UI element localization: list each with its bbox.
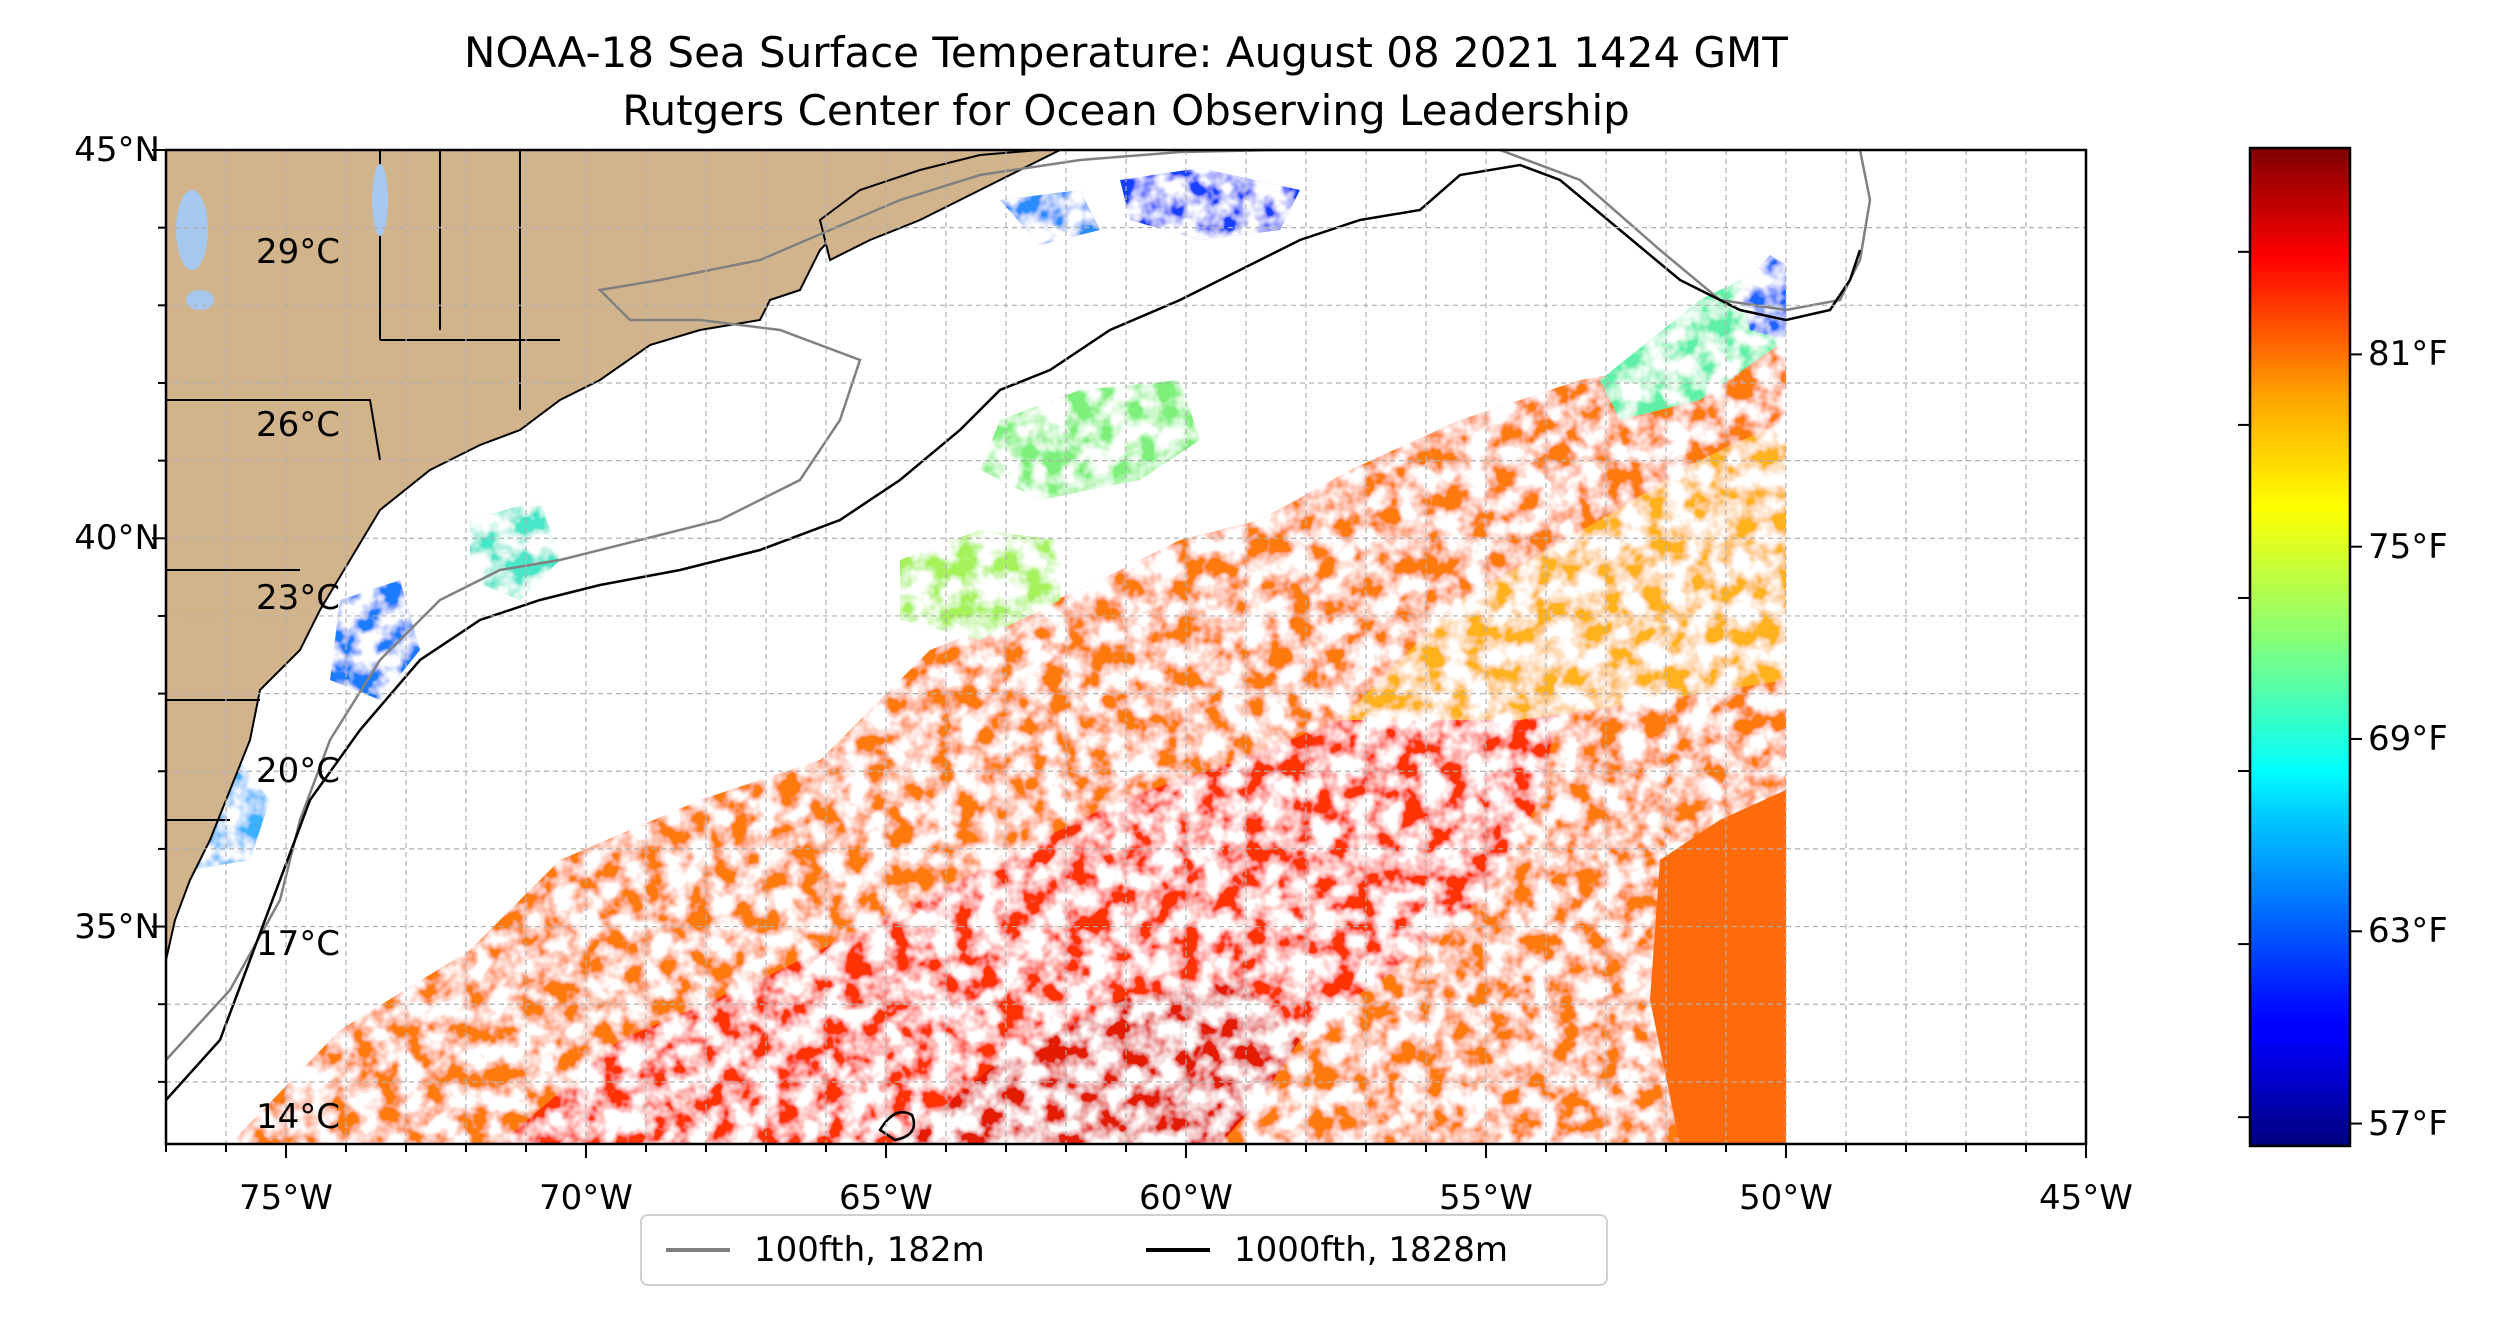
- gridlines: [165, 149, 2087, 1144]
- sst-swath: [170, 168, 1860, 1144]
- colorbar-label-fahrenheit: 69°F: [2368, 718, 2448, 759]
- sst-scotian-blue: [1000, 190, 1100, 245]
- sst-coastal-blue: [330, 580, 420, 700]
- lon-label: 55°W: [1439, 1178, 1533, 1218]
- sst-slope-green: [1600, 260, 1786, 420]
- legend-label-100fth: 100fth, 182m: [754, 1230, 985, 1270]
- lon-label: 45°W: [2039, 1178, 2133, 1218]
- colorbar: [2248, 146, 2352, 1148]
- colorbar-label-fahrenheit: 57°F: [2368, 1103, 2448, 1144]
- colorbar-label-celsius: 20°C: [255, 751, 340, 792]
- seamount-contour: [878, 1110, 916, 1142]
- land-nova-scotia: [818, 150, 1061, 262]
- title-line-2: Rutgers Center for Ocean Observing Leade…: [622, 86, 1630, 135]
- lon-label: 50°W: [1739, 1178, 1833, 1218]
- colorbar-label-fahrenheit: 75°F: [2368, 526, 2448, 567]
- sst-core-dark: [900, 980, 1300, 1144]
- lon-label: 65°W: [839, 1178, 933, 1218]
- lon-label: 75°W: [239, 1178, 333, 1218]
- sst-shelf-green: [980, 380, 1200, 500]
- legend-item-1000fth: 1000fth, 1828m: [1146, 1230, 1508, 1270]
- sst-shelf-green-2: [900, 530, 1060, 640]
- swath-edge: [1786, 150, 2086, 1144]
- lat-label: 40°N: [74, 518, 160, 559]
- colorbar-label-celsius: 26°C: [255, 404, 340, 445]
- legend-label-1000fth: 1000fth, 1828m: [1234, 1230, 1509, 1270]
- legend-item-100fth: 100fth, 182m: [666, 1230, 985, 1270]
- lat-label: 35°N: [74, 906, 160, 947]
- axis-ticks: [152, 149, 2087, 1158]
- sst-gulf-maine-blue: [1120, 168, 1300, 240]
- lon-label: 60°W: [1139, 1178, 1233, 1218]
- legend-line-black: [1146, 1248, 1210, 1252]
- colorbar-label-celsius: 29°C: [255, 231, 340, 272]
- lat-label: 45°N: [74, 130, 160, 170]
- colorbar-label-fahrenheit: 63°F: [2368, 911, 2448, 952]
- map-area: [166, 150, 2086, 1144]
- colorbar-label-celsius: 23°C: [255, 577, 340, 618]
- isobath-1000fth: [166, 163, 1862, 1101]
- lon-label: 70°W: [539, 1178, 633, 1218]
- colorbar-label-celsius: 17°C: [255, 924, 340, 965]
- sst-cool-north: [1340, 420, 1786, 720]
- state-borders: [166, 150, 560, 821]
- isobath-100fth: [166, 150, 1872, 1061]
- lakes: [176, 164, 388, 310]
- colorbar-label-fahrenheit: 81°F: [2368, 334, 2448, 375]
- colorbar-ticks: [2238, 250, 2362, 1125]
- map-title: NOAA-18 Sea Surface Temperature: August …: [166, 24, 2086, 140]
- colorbar-label-celsius: 14°C: [255, 1097, 340, 1138]
- legend: 100fth, 182m 1000fth, 1828m: [640, 1214, 1608, 1286]
- legend-line-gray: [666, 1248, 730, 1252]
- sst-hot-core: [500, 690, 1560, 1144]
- title-line-1: NOAA-18 Sea Surface Temperature: August …: [464, 28, 1788, 77]
- sst-east-patch: [1650, 790, 1786, 1144]
